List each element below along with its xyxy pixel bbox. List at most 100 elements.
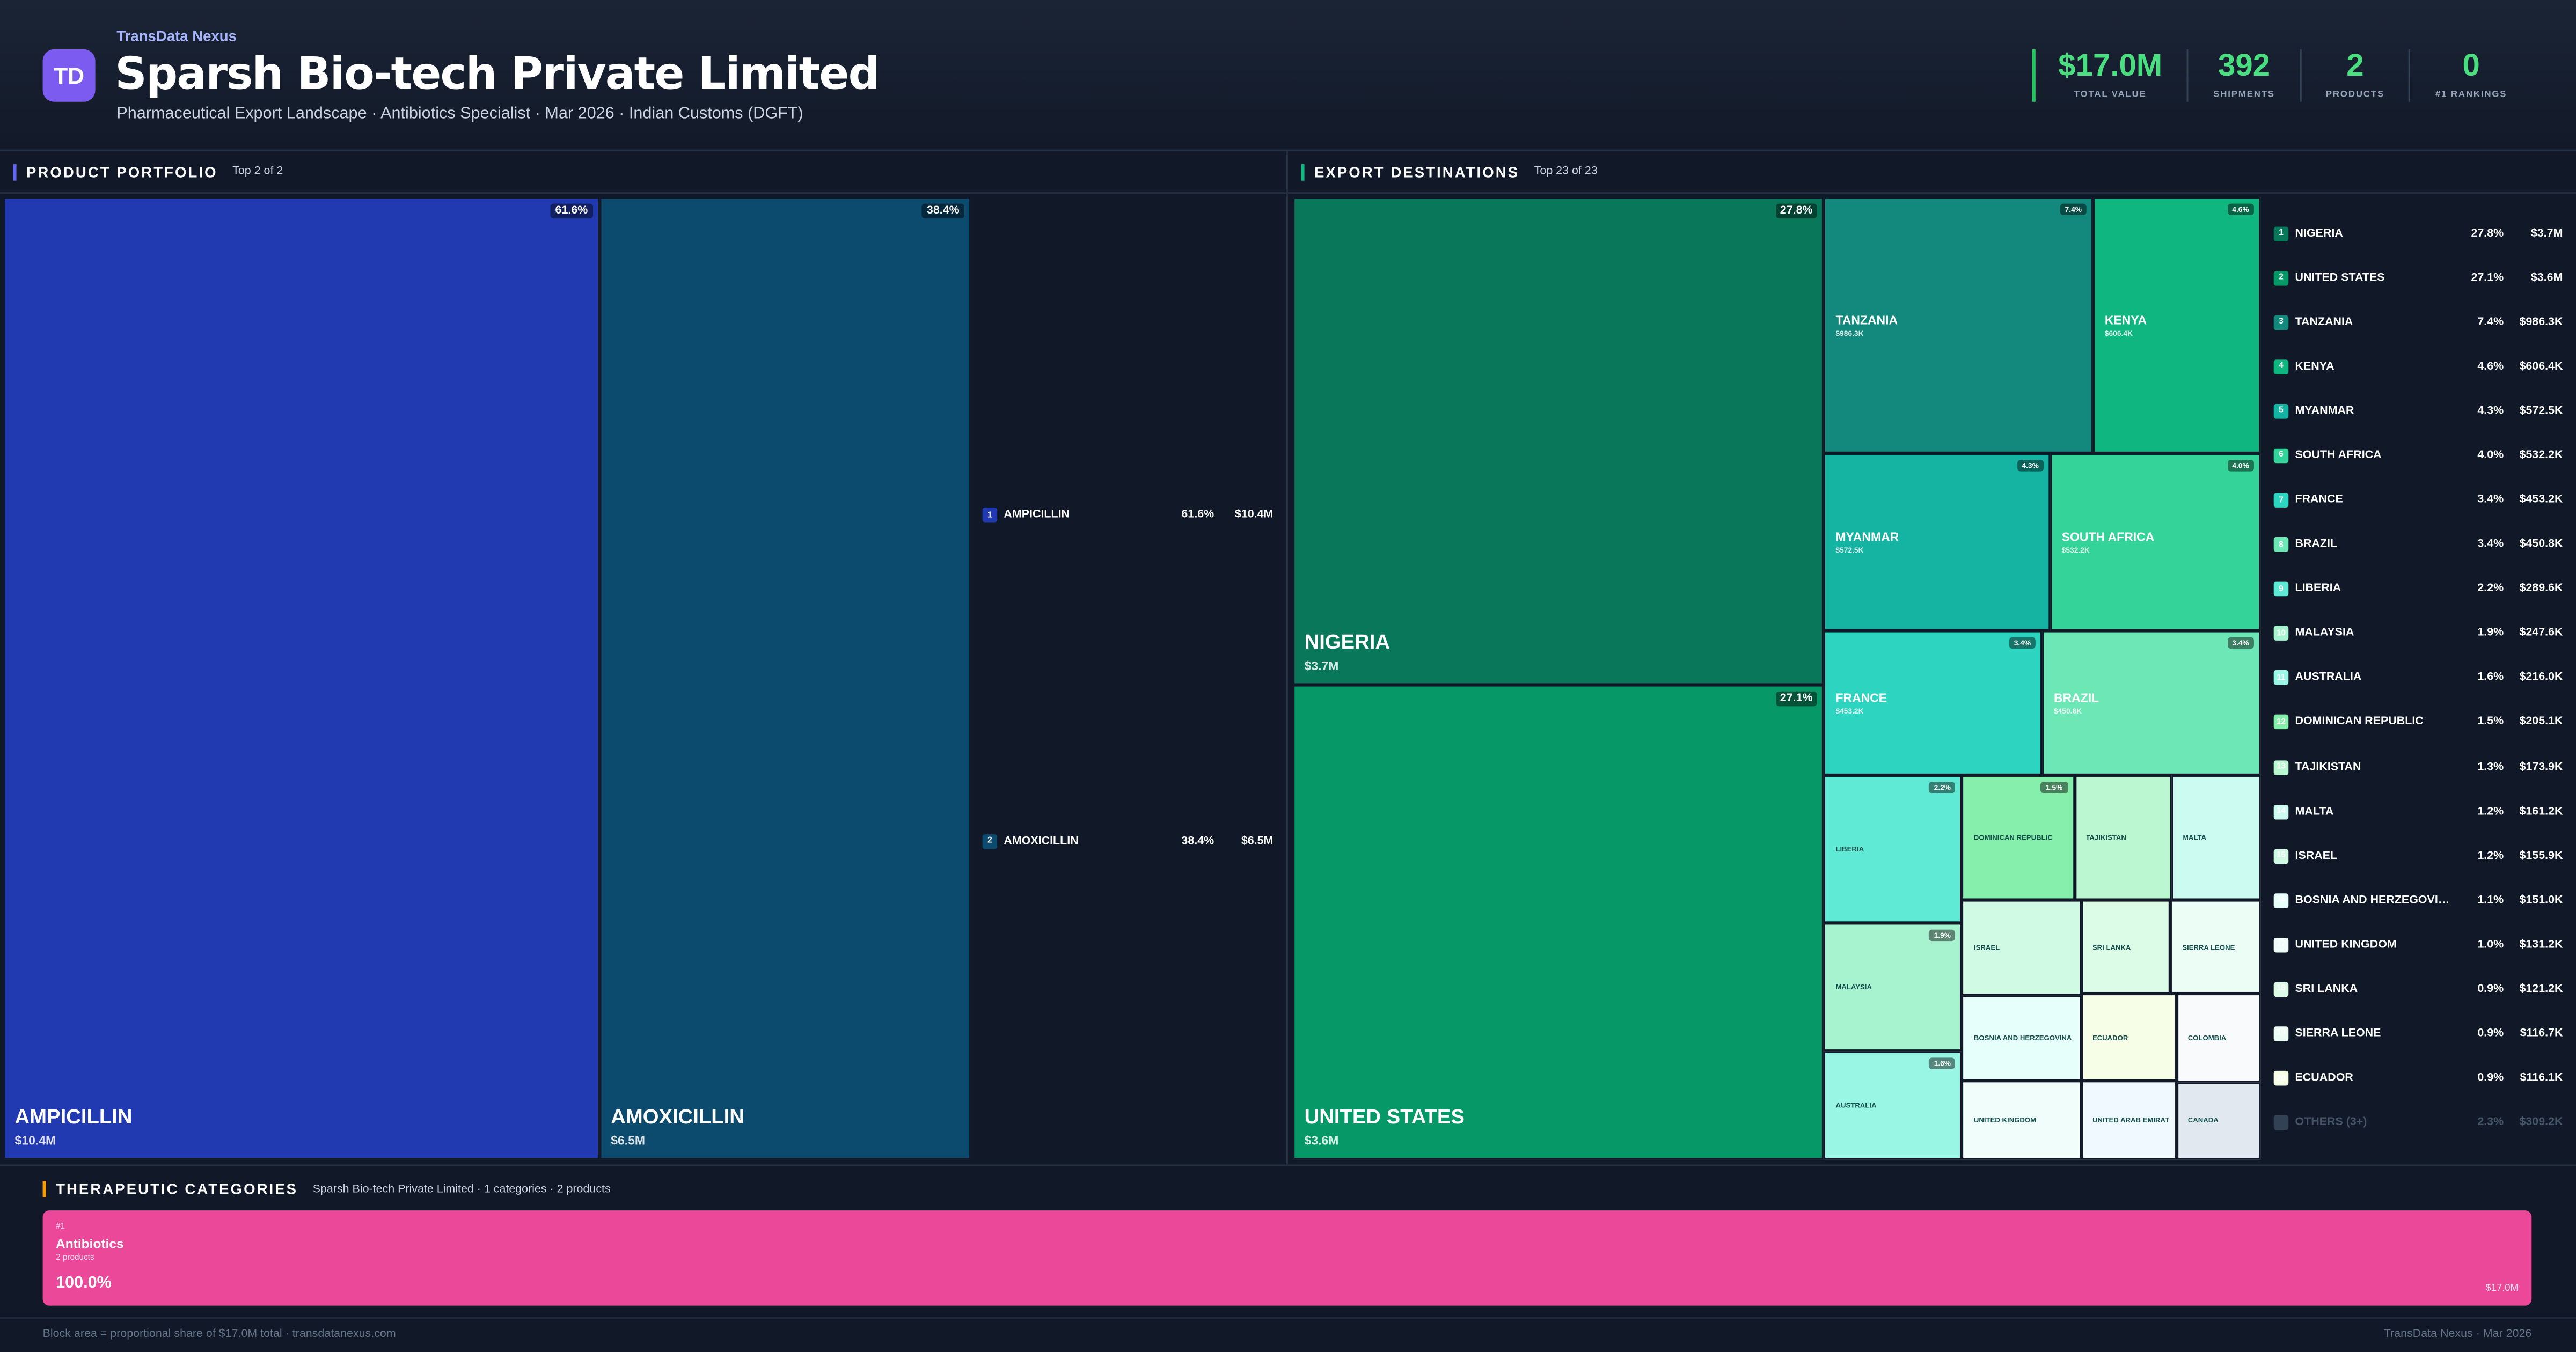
brand: TransData Nexus [116,28,237,45]
rank-badge: 15 [2273,848,2289,864]
tile-label: UNITED KINGDOM [1974,1116,2073,1125]
rank-badge: 8 [2273,537,2289,552]
row-share: 27.8% [2471,227,2504,239]
row-name: AUSTRALIA [2295,672,2362,684]
tile-value: $450.8K [2054,707,2082,715]
rank-badge: 6 [2273,448,2289,464]
row-value: $121.2K [2519,983,2563,995]
share-badge: 7.4% [2060,203,2087,216]
treemap-tile: 1.6% AUSTRALIA [1824,1052,1963,1160]
treemap-tile: 4.0% SOUTH AFRICA $532.2K [2050,453,2261,630]
tile-name: CANADA [2187,1116,2219,1125]
tile-name: UNITED KINGDOM [1973,1116,2037,1125]
tile-value: $606.4K [2104,329,2133,337]
category-rank: #1 [56,1222,65,1232]
rank-badge: 18 [2273,982,2289,997]
share-badge: 4.3% [2017,459,2044,472]
row-name: LIBERIA [2295,583,2341,595]
share-badge: 3.4% [2009,636,2036,649]
category-value: $17.0M [2485,1284,2519,1295]
row-name: SOUTH AFRICA [2295,450,2382,462]
tile-label: ISRAEL [1974,943,2073,952]
kpi-label: SHIPMENTS [2213,90,2275,100]
category-products: 2 products [56,1253,94,1263]
treemap-tile: ISRAEL [1962,900,2081,995]
share-badge: 3.4% [2227,636,2254,649]
row-name: SIERRA LEONE [2295,1028,2381,1040]
row-name: MYANMAR [2295,405,2354,417]
kpi: $17.0M TOTAL VALUE [2058,49,2187,102]
row-name: FRANCE [2295,494,2343,506]
treemap-tile: 1.5% DOMINICAN REPUBLIC [1962,775,2074,901]
share-badge: 4.0% [2227,459,2254,472]
tile-name: SIERRA LEONE [2182,943,2235,951]
list-row: 5 MYANMAR 4.3% $572.5K [2273,403,2563,420]
rank-badge: 2 [2273,270,2289,285]
row-value: $986.3K [2519,316,2563,328]
tile-name: AUSTRALIA [1835,1101,1877,1110]
tile-label: UNITED ARAB EMIRATES [2092,1116,2168,1125]
treemap-tile: 27.1% UNITED STATES $3.6M [1293,684,1825,1160]
tile-name: MALAYSIA [1835,983,1872,992]
treemap-tile: 3.4% FRANCE $453.2K [1824,630,2043,776]
tile-label: AMOXICILLIN $6.5M [611,1105,963,1148]
treemap-tile: 38.4% AMOXICILLIN $6.5M [599,197,971,1160]
treemap-tile: MALTA [2171,775,2261,901]
row-share: 3.4% [2477,539,2504,550]
tile-label: ECUADOR [2092,1033,2168,1042]
kpi-value: 392 [2218,49,2271,84]
kpi-label: TOTAL VALUE [2074,90,2147,100]
row-value: $289.6K [2519,583,2563,595]
row-value: $161.2K [2519,805,2563,818]
divider [1286,151,1288,1165]
row-value: $131.2K [2519,939,2563,951]
tile-name: NIGERIA [1304,630,1391,653]
row-share: 1.2% [2477,805,2504,818]
rank-badge [2273,1115,2289,1130]
tile-label: LIBERIA [1835,845,1954,854]
row-name: DOMINICAN REPUBLIC [2295,717,2424,729]
section-subtitle: Top 2 of 2 [232,166,283,178]
row-value: $532.2K [2519,450,2563,462]
row-name: SRI LANKA [2295,983,2358,995]
list-row: 9 LIBERIA 2.2% $289.6K [2273,581,2563,598]
share-badge: 27.1% [1775,690,1818,706]
row-name: NIGERIA [2295,227,2343,239]
tile-name: MALTA [2182,833,2206,842]
list-row: 6 SOUTH AFRICA 4.0% $532.2K [2273,447,2563,464]
tile-label: TAJIKISTAN [2085,834,2163,842]
tile-name: TAJIKISTAN [2085,833,2126,842]
tile-label: AMPICILLIN $10.4M [15,1105,591,1148]
rank-badge: 12 [2273,715,2289,730]
tile-name: LIBERIA [1835,845,1864,854]
divider [0,1317,2576,1319]
tile-label: KENYA $606.4K [2105,313,2252,337]
tile-label: TANZANIA $986.3K [1835,313,2085,337]
tile-name: SOUTH AFRICA [2061,529,2155,545]
tile-label: AUSTRALIA [1835,1101,1954,1110]
treemap-tile: TAJIKISTAN [2074,775,2171,901]
treemap-tile: SIERRA LEONE [2170,900,2261,994]
header: TD TransData Nexus Sparsh Bio-tech Priva… [0,0,2576,151]
row-name: ISRAEL [2295,850,2338,862]
kpi-value: 0 [2462,49,2480,84]
tile-label: MALTA [2183,834,2252,842]
treemap-tile: CANADA [2176,1082,2261,1160]
share-badge: 27.8% [1775,203,1818,219]
tile-label: SIERRA LEONE [2182,943,2252,951]
row-value: $606.4K [2519,361,2563,373]
row-name: ECUADOR [2295,1072,2353,1084]
row-share: 4.6% [2477,361,2504,373]
kpi-value: $17.0M [2058,49,2163,84]
footer-note: Block area = proportional share of $17.0… [42,1328,396,1340]
row-share: 61.6% [1181,509,1214,521]
row-share: 0.9% [2477,983,2504,995]
portfolio-list: 1 AMPICILLIN 61.6% $10.4M 2 AMOXICILLIN 38.4% $… [982,197,1273,1159]
accent [42,1181,46,1197]
tile-label: UNITED STATES $3.6M [1305,1105,1816,1148]
tile-label: BRAZIL $450.8K [2054,690,2252,715]
list-row: 18 SRI LANKA 0.9% $121.2K [2273,981,2563,998]
rank-badge: 3 [2273,314,2289,330]
accent [1301,163,1305,180]
tile-name: COLOMBIA [2187,1033,2227,1042]
